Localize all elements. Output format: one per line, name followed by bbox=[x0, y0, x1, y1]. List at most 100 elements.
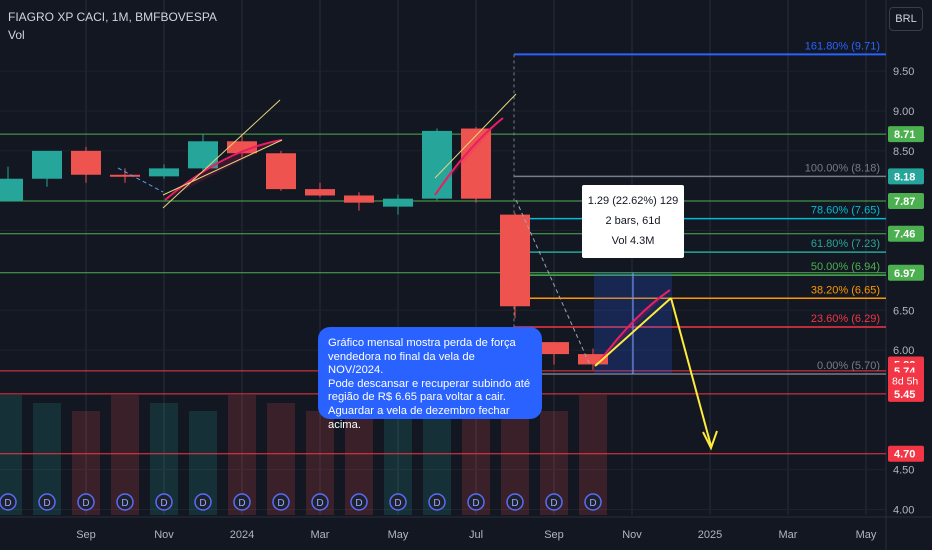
dividend-marker-label: D bbox=[238, 498, 245, 509]
price-tag bbox=[888, 193, 924, 210]
dividend-marker bbox=[155, 493, 173, 511]
measure-change: 1.29 (22.62%) 129 bbox=[587, 195, 679, 207]
candle-body bbox=[266, 153, 296, 190]
x-tick-label: Sep bbox=[544, 529, 564, 541]
y-tick-label: 4.00 bbox=[893, 505, 914, 517]
candle-body bbox=[188, 141, 218, 169]
projection-arrowhead bbox=[702, 430, 718, 451]
fib-label: 0.00% (5.70) bbox=[817, 360, 880, 372]
x-tick-label: Nov bbox=[622, 529, 642, 541]
candle-body bbox=[383, 198, 413, 207]
channel-line bbox=[434, 93, 517, 179]
y-tick-label: 9.00 bbox=[893, 106, 914, 118]
price-tag bbox=[888, 264, 924, 281]
fib-label: 100.00% (8.18) bbox=[805, 162, 880, 174]
dividend-marker bbox=[311, 493, 329, 511]
price-tag bbox=[888, 126, 924, 143]
dividend-marker-label: D bbox=[277, 498, 284, 509]
price-tag-label: 7.46 bbox=[894, 229, 915, 241]
dividend-marker bbox=[194, 493, 212, 511]
dividend-marker-label: D bbox=[43, 498, 50, 509]
x-tick-label: Sep bbox=[76, 529, 96, 541]
currency-button[interactable]: BRL bbox=[889, 7, 923, 31]
price-tag-label: 8.18 bbox=[894, 171, 915, 183]
candle-body bbox=[71, 150, 101, 175]
symbol-title: FIAGRO XP CACI, 1M, BMFBOVESPA bbox=[8, 10, 217, 24]
candle-body bbox=[32, 150, 62, 179]
price-tag bbox=[888, 445, 924, 462]
projection-line bbox=[670, 297, 712, 447]
dividend-marker bbox=[389, 493, 407, 511]
price-tag-label: 4.70 bbox=[894, 449, 915, 461]
candle-body bbox=[461, 128, 491, 199]
x-tick-label: 2025 bbox=[698, 529, 722, 541]
y-tick-label: 4.50 bbox=[893, 465, 914, 477]
measure-volume: Vol 4.3M bbox=[611, 235, 655, 247]
dividend-marker bbox=[428, 493, 446, 511]
dividend-marker bbox=[506, 493, 524, 511]
price-tag-label: 6.97 bbox=[894, 268, 915, 280]
x-tick-label: Mar bbox=[779, 529, 798, 541]
dividend-marker bbox=[77, 493, 95, 511]
dividend-marker-label: D bbox=[589, 498, 596, 509]
curve-pattern bbox=[434, 117, 504, 196]
candle-body bbox=[305, 189, 335, 196]
candle-body bbox=[422, 130, 452, 199]
fib-label: 50.00% (6.94) bbox=[811, 261, 880, 273]
candle-body bbox=[539, 342, 569, 355]
x-tick-label: Mar bbox=[311, 529, 330, 541]
fib-label: 78.60% (7.65) bbox=[811, 205, 880, 217]
dividend-marker-label: D bbox=[472, 498, 479, 509]
volume-label: Vol bbox=[8, 28, 25, 42]
fib-label: 61.80% (7.23) bbox=[811, 238, 880, 250]
dividend-marker-label: D bbox=[511, 498, 518, 509]
dividend-marker-label: D bbox=[4, 498, 11, 509]
dashed-trendline bbox=[117, 167, 164, 193]
dividend-marker bbox=[0, 493, 17, 511]
dividend-marker-label: D bbox=[394, 498, 401, 509]
candle-body bbox=[578, 354, 608, 365]
price-tag-label: 7.87 bbox=[894, 196, 915, 208]
annotation-callout[interactable]: Gráfico mensal mostra perda de força ven… bbox=[318, 327, 542, 431]
dividend-marker-label: D bbox=[316, 498, 323, 509]
dividend-marker-label: D bbox=[550, 498, 557, 509]
dividend-marker-label: D bbox=[433, 498, 440, 509]
dividend-marker-label: D bbox=[355, 498, 362, 509]
price-tag-label: 5.45 bbox=[894, 389, 915, 401]
price-tag-label: 8.71 bbox=[894, 129, 915, 141]
volume-bar bbox=[0, 395, 22, 515]
price-tag bbox=[888, 225, 924, 242]
y-tick-label: 9.50 bbox=[893, 66, 914, 78]
fib-label: 161.80% (9.71) bbox=[805, 40, 880, 52]
countdown-label: 8d 5h bbox=[892, 375, 918, 387]
measure-bars: 2 bars, 61d bbox=[605, 215, 661, 227]
fib-label: 23.60% (6.29) bbox=[811, 313, 880, 325]
dividend-marker bbox=[467, 493, 485, 511]
dividend-marker bbox=[38, 493, 56, 511]
dividend-marker bbox=[272, 493, 290, 511]
price-tag bbox=[888, 385, 924, 402]
curve-pattern bbox=[164, 139, 283, 201]
x-tick-label: May bbox=[388, 529, 409, 541]
candle-body bbox=[110, 174, 140, 177]
x-tick-label: 2024 bbox=[230, 529, 254, 541]
dividend-marker-label: D bbox=[199, 498, 206, 509]
dividend-marker bbox=[116, 493, 134, 511]
projection-line bbox=[594, 297, 672, 367]
y-tick-label: 6.50 bbox=[893, 305, 914, 317]
y-tick-label: 8.50 bbox=[893, 146, 914, 158]
dividend-marker-label: D bbox=[121, 498, 128, 509]
candle-body bbox=[149, 168, 179, 177]
dividend-marker-label: D bbox=[82, 498, 89, 509]
candle-body bbox=[227, 141, 257, 154]
dividend-marker-label: D bbox=[160, 498, 167, 509]
dividend-marker bbox=[584, 493, 602, 511]
dividend-marker bbox=[233, 493, 251, 511]
x-tick-label: May bbox=[856, 529, 877, 541]
measure-box: 1.29 (22.62%) 129 2 bars, 61d Vol 4.3M bbox=[582, 185, 684, 258]
candle-body bbox=[344, 195, 374, 203]
candle-body bbox=[500, 214, 530, 307]
fib-label: 38.20% (6.65) bbox=[811, 284, 880, 296]
